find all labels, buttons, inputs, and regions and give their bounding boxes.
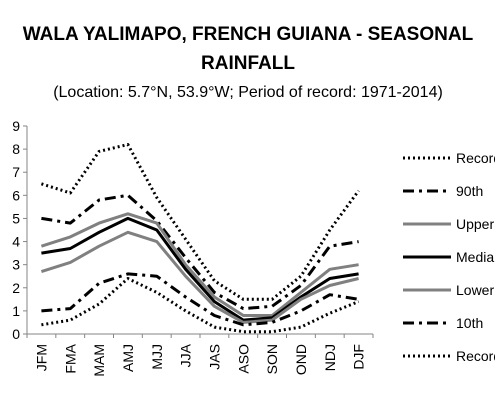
chart-title-line2: RAINFALL: [201, 53, 295, 74]
series-line-3: [40, 212, 359, 317]
legend-label-3: Upper: [456, 216, 494, 232]
series-line-7: [41, 277, 360, 334]
y-tick-label: 3: [12, 257, 20, 273]
y-tick-label: 1: [12, 303, 20, 319]
x-tick-label: SON: [264, 344, 280, 374]
x-tick-labels: JFM FMA MAM AMJ MJJ JJA JAS ASO SON OND NDJ DJF: [26, 334, 374, 377]
x-tick-label: OND: [293, 344, 309, 375]
legend-label-1: Record: [456, 150, 495, 166]
chart-axes: [26, 126, 373, 335]
series-line-5: [40, 230, 359, 324]
chart-subtitle: (Location: 5.7°N, 53.9°W; Period of reco…: [53, 84, 443, 101]
legend-label-4: Median: [456, 249, 495, 265]
y-tick-label: 6: [12, 187, 20, 203]
chart-legend: Record 90th Upper Median Lower 10th Record: [403, 150, 495, 364]
y-tick-label: 2: [12, 280, 20, 296]
x-tick-label: ASO: [235, 344, 251, 374]
series-line-1: [40, 143, 360, 301]
y-tick-label: 7: [12, 164, 20, 180]
series-line-6: [41, 272, 359, 327]
y-tick-labels: 0 1 2 3 4 5 6 7 8 9: [12, 118, 27, 342]
x-tick-label: AMJ: [120, 344, 136, 372]
x-tick-label: JAS: [206, 344, 222, 370]
series-line-4: [41, 216, 359, 322]
y-tick-label: 4: [12, 234, 20, 250]
y-tick-label: 8: [12, 141, 20, 157]
chart-title-line1: WALA YALIMAPO, FRENCH GUIANA - SEASONAL: [23, 24, 474, 45]
x-tick-label: NDJ: [322, 344, 338, 371]
legend-label-6: 10th: [456, 315, 483, 331]
x-tick-label: MAM: [91, 344, 107, 377]
legend-label-2: 90th: [456, 183, 483, 199]
x-tick-label: JFM: [33, 344, 49, 371]
y-tick-label: 9: [12, 118, 20, 134]
x-tick-label: FMA: [62, 343, 78, 373]
y-tick-label: 0: [12, 326, 20, 342]
y-tick-label: 5: [12, 210, 20, 226]
legend-label-5: Lower: [456, 282, 494, 298]
chart-series: [40, 143, 360, 334]
x-tick-label: MJJ: [149, 344, 165, 370]
x-tick-label: JJA: [178, 343, 194, 367]
legend-label-7: Record: [456, 348, 495, 364]
x-tick-label: DJF: [351, 344, 367, 370]
